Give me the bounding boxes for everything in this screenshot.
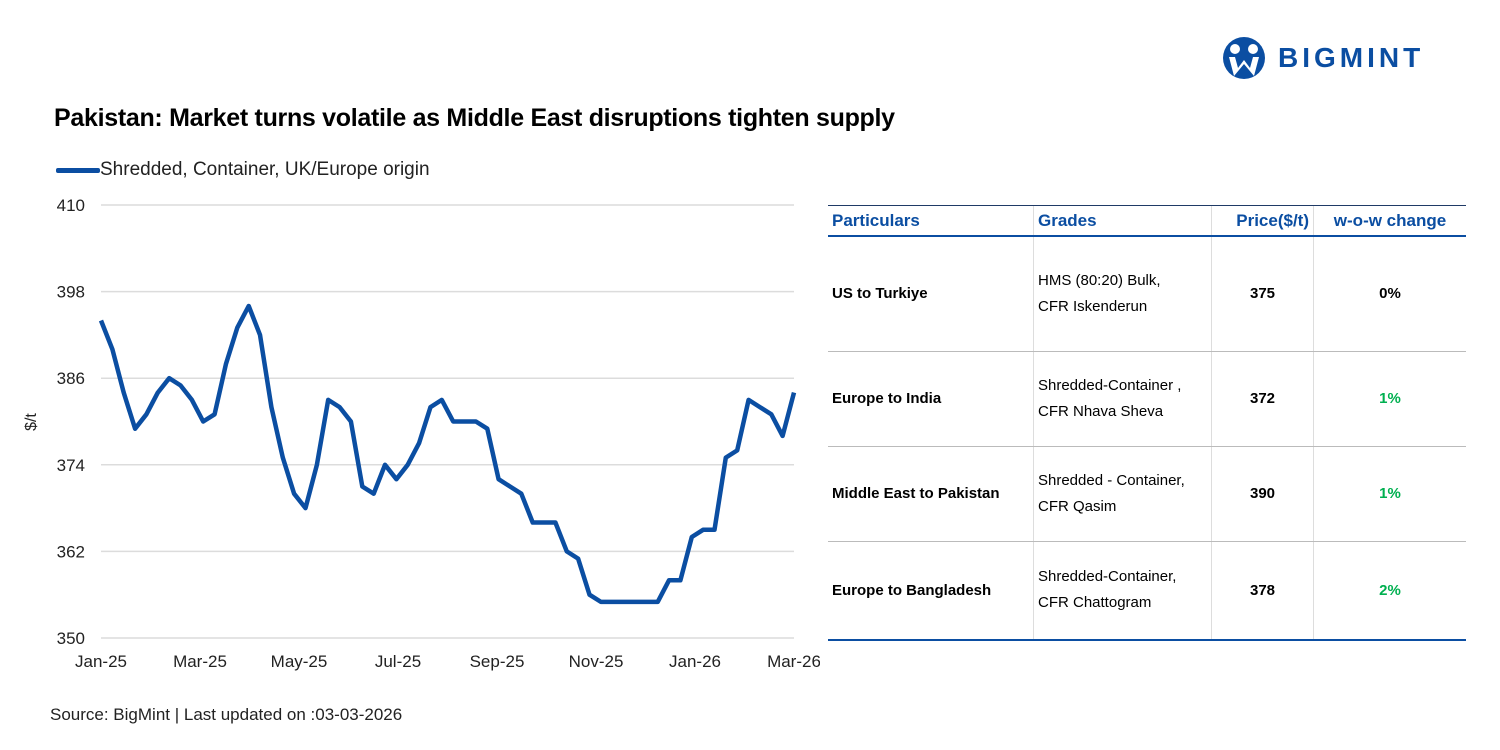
particular-cell: Middle East to Pakistan: [828, 446, 1034, 542]
bigmint-logo-icon: [1223, 37, 1265, 79]
particular-cell: Europe to Bangladesh: [828, 541, 1034, 641]
y-tick-label: 410: [57, 196, 85, 215]
change-cell: 1%: [1313, 351, 1466, 447]
change-cell: 2%: [1313, 541, 1466, 641]
y-tick-label: 362: [57, 542, 85, 561]
x-tick-label: Jan-26: [669, 652, 721, 671]
particular-cell: US to Turkiye: [828, 236, 1034, 352]
legend-swatch: [56, 167, 100, 173]
x-tick-label: Sep-25: [470, 652, 525, 671]
y-tick-label: 398: [57, 283, 85, 302]
x-tick-label: Jul-25: [375, 652, 421, 671]
page-title: Pakistan: Market turns volatile as Middl…: [54, 104, 895, 132]
x-tick-label: Nov-25: [569, 652, 624, 671]
grade-line: CFR Qasim: [1038, 497, 1117, 515]
price-cell: 375: [1211, 236, 1314, 352]
grade-cell: HMS (80:20) Bulk, CFR Iskenderun: [1033, 236, 1212, 352]
table-row: US to Turkiye HMS (80:20) Bulk, CFR Isken…: [828, 236, 1466, 352]
grade-line: CFR Iskenderun: [1038, 297, 1148, 315]
particular-cell: Europe to India: [828, 351, 1034, 447]
grade-line: CFR Nhava Sheva: [1038, 402, 1164, 420]
table-row: Europe to Bangladesh Shredded-Container,…: [828, 541, 1466, 641]
brand-name: BIGMINT: [1278, 42, 1425, 73]
x-tick-label: Mar-26: [767, 652, 820, 671]
price-cell: 378: [1211, 541, 1314, 641]
bigmint-logo: BIGMINT: [1220, 36, 1424, 80]
legend-label: Shredded, Container, UK/Europe origin: [100, 159, 430, 180]
source-note: Source: BigMint | Last updated on :03-03…: [50, 705, 403, 724]
header-grades: Grades: [1033, 205, 1212, 237]
grade-line: HMS (80:20) Bulk,: [1038, 271, 1161, 289]
table-row: Middle East to Pakistan Shredded - Conta…: [828, 446, 1466, 542]
grade-line: Shredded-Container ,: [1038, 376, 1182, 394]
grade-line: Shredded - Container,: [1038, 471, 1185, 489]
line-chart: 410 398 386 374 362 350 Jan-25 Mar-25 May-25 Jul…: [23, 196, 820, 671]
grade-cell: Shredded-Container , CFR Nhava Sheva: [1033, 351, 1212, 447]
price-cell: 372: [1211, 351, 1314, 447]
header-particulars: Particulars: [828, 205, 1034, 237]
x-tick-label: Jan-25: [75, 652, 127, 671]
grade-cell: Shredded - Container, CFR Qasim: [1033, 446, 1212, 542]
table-row: Europe to India Shredded-Container , CFR …: [828, 351, 1466, 447]
grade-line: Shredded-Container,: [1038, 568, 1177, 586]
series-line: [98, 303, 797, 605]
change-cell: 0%: [1313, 236, 1466, 352]
x-tick-label: Mar-25: [173, 652, 227, 671]
y-tick-label: 374: [57, 456, 85, 475]
price-table: Particulars Grades Price($/t) w-o-w chan…: [828, 205, 1466, 641]
header-price: Price($/t): [1211, 205, 1314, 237]
y-tick-label: 350: [57, 629, 85, 648]
x-tick-label: May-25: [271, 652, 328, 671]
price-cell: 390: [1211, 446, 1314, 542]
y-tick-label: 386: [57, 369, 85, 388]
chart-legend: Shredded, Container, UK/Europe origin: [56, 159, 430, 181]
grade-cell: Shredded-Container, CFR Chattogram: [1033, 541, 1212, 641]
y-axis-label: $/t: [23, 413, 40, 431]
grade-line: CFR Chattogram: [1038, 594, 1152, 612]
change-cell: 1%: [1313, 446, 1466, 542]
header-change: w-o-w change: [1313, 205, 1466, 237]
